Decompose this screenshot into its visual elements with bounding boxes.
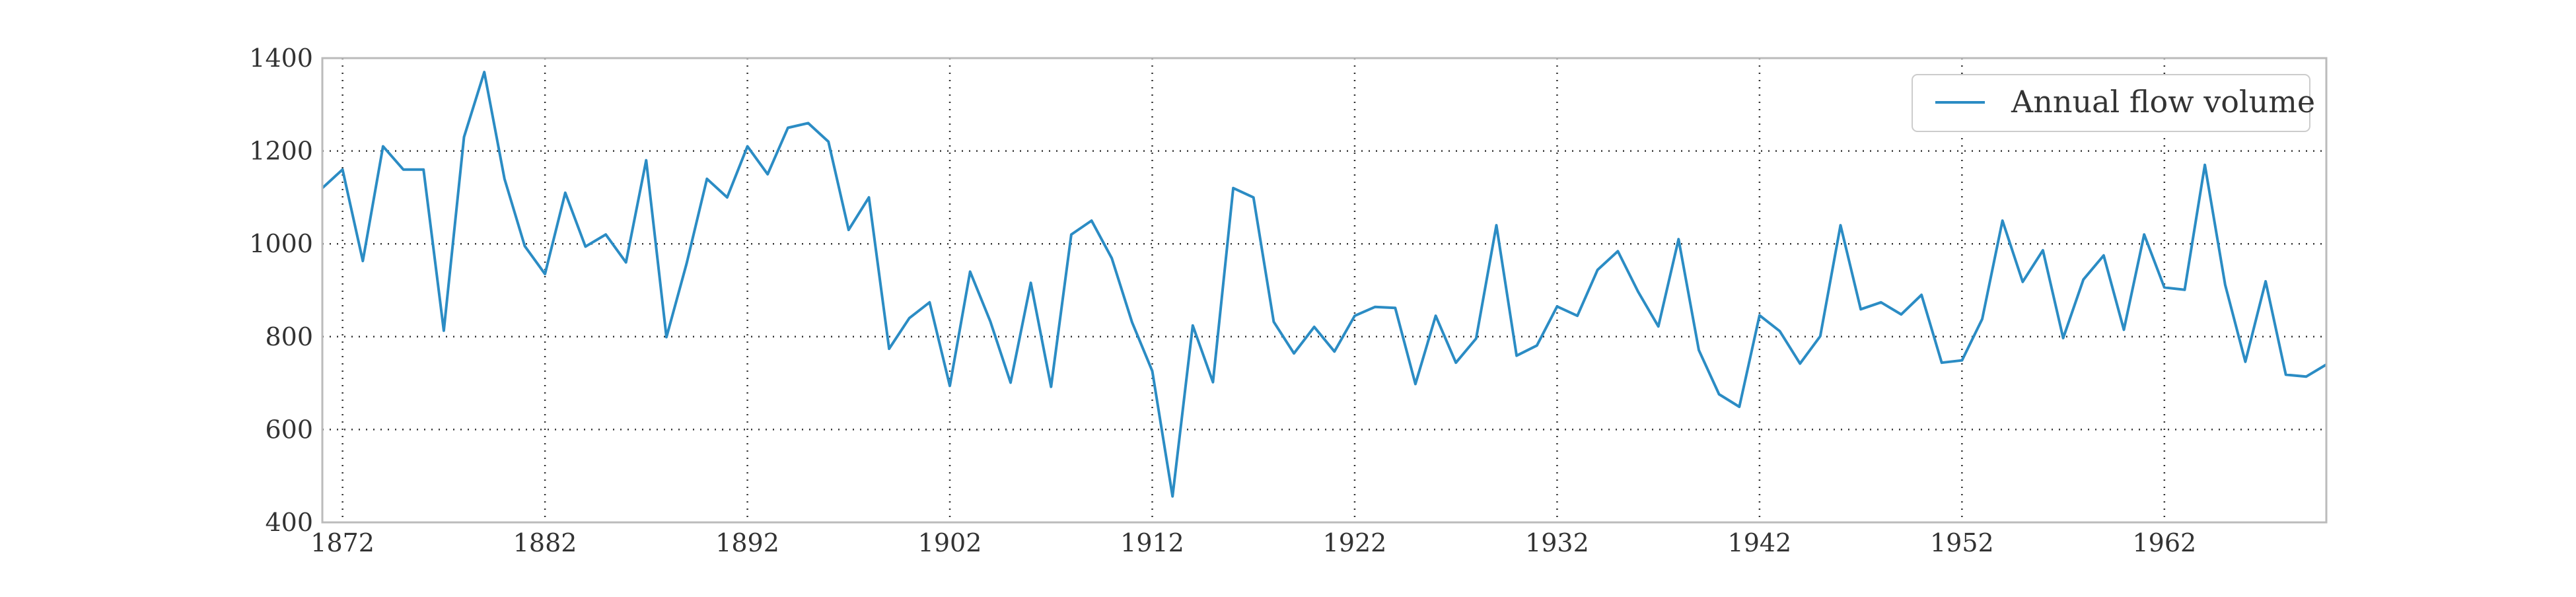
legend: Annual flow volume xyxy=(1912,74,2315,132)
x-tick-label: 1892 xyxy=(715,528,779,557)
y-tick-label: 1000 xyxy=(249,229,313,258)
y-axis-ticks: 400 600 800 1000 1200 1400 xyxy=(249,44,313,537)
x-tick-label: 1872 xyxy=(310,528,375,557)
x-tick-label: 1942 xyxy=(1728,528,1792,557)
legend-label: Annual flow volume xyxy=(2011,84,2315,120)
y-tick-label: 400 xyxy=(265,508,313,537)
y-tick-label: 1400 xyxy=(249,44,313,73)
x-tick-label: 1922 xyxy=(1323,528,1387,557)
x-tick-label: 1952 xyxy=(1930,528,1994,557)
x-tick-label: 1932 xyxy=(1525,528,1589,557)
x-tick-label: 1912 xyxy=(1120,528,1184,557)
y-tick-label: 1200 xyxy=(249,137,313,166)
legend-box xyxy=(1912,74,2310,132)
plot-frame xyxy=(321,57,2328,524)
x-tick-label: 1902 xyxy=(918,528,982,557)
x-tick-label: 1962 xyxy=(2132,528,2196,557)
y-tick-label: 600 xyxy=(265,415,313,444)
series-line-annual-flow-volume xyxy=(321,71,2328,498)
x-tick-label: 1882 xyxy=(513,528,577,557)
x-axis-ticks: 1872 1882 1892 1902 1912 1922 1932 1942 1952 1962 xyxy=(310,528,2196,557)
y-tick-label: 800 xyxy=(265,322,313,351)
series-layer xyxy=(321,71,2328,498)
